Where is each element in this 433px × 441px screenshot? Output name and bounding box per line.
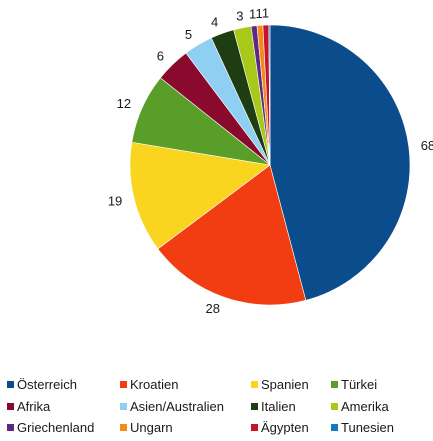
legend-swatch — [251, 403, 258, 410]
legend-item: Ägypten — [251, 420, 309, 435]
slice-value-label: 19 — [108, 194, 122, 209]
slice-value-label: 1 — [249, 7, 256, 22]
legend-swatch — [331, 424, 338, 431]
slice-value-label: 5 — [185, 27, 192, 42]
slice-value-label: 3 — [236, 9, 243, 24]
pie-slice-2 — [129, 141, 271, 250]
legend-item: Spanien — [251, 377, 309, 392]
legend-swatch — [251, 424, 258, 431]
slice-value-label: 1 — [255, 6, 262, 21]
legend-item: Ungarn — [120, 420, 173, 435]
legend-swatch — [251, 381, 258, 388]
legend-item: Griechenland — [7, 420, 94, 435]
legend-label: Afrika — [17, 399, 51, 414]
legend-label: Ägypten — [261, 420, 309, 435]
legend-label: Spanien — [261, 377, 309, 392]
slice-value-label: 4 — [211, 15, 218, 30]
legend-item: Türkei — [331, 377, 377, 392]
pie-slice-1 — [157, 164, 307, 306]
legend-item: Afrika — [7, 399, 51, 414]
slice-value-label: 12 — [117, 96, 131, 111]
legend-swatch — [120, 403, 127, 410]
legend-swatch — [120, 424, 127, 431]
legend-label: Tunesien — [341, 420, 394, 435]
pie-slice-0 — [269, 24, 411, 301]
slice-value-label: 28 — [206, 301, 220, 316]
pie-slice-11 — [268, 24, 271, 166]
legend-item: Österreich — [7, 377, 77, 392]
legend-label: Griechenland — [17, 420, 94, 435]
slice-value-label: 6 — [157, 49, 164, 64]
legend-swatch — [331, 381, 338, 388]
legend-item: Italien — [251, 399, 296, 414]
legend-item: Kroatien — [120, 377, 178, 392]
legend-swatch — [7, 403, 14, 410]
legend-label: Österreich — [17, 377, 77, 392]
legend-label: Italien — [261, 399, 296, 414]
pie-slices — [129, 24, 411, 306]
legend-swatch — [7, 381, 14, 388]
legend-swatch — [331, 403, 338, 410]
legend-item: Tunesien — [331, 420, 394, 435]
legend-item: Amerika — [331, 399, 389, 414]
legend-label: Asien/Australien — [130, 399, 224, 414]
legend-label: Türkei — [341, 377, 377, 392]
legend-swatch — [7, 424, 14, 431]
legend-item: Asien/Australien — [120, 399, 224, 414]
slice-value-label: 68 — [421, 138, 433, 153]
legend: Österreich Kroatien Spanien Türkei Afrika Asi… — [7, 377, 394, 435]
legend-label: Kroatien — [130, 377, 178, 392]
slice-value-label: 1 — [262, 6, 269, 21]
legend-label: Ungarn — [130, 420, 173, 435]
legend-swatch — [120, 381, 127, 388]
legend-label: Amerika — [341, 399, 389, 414]
